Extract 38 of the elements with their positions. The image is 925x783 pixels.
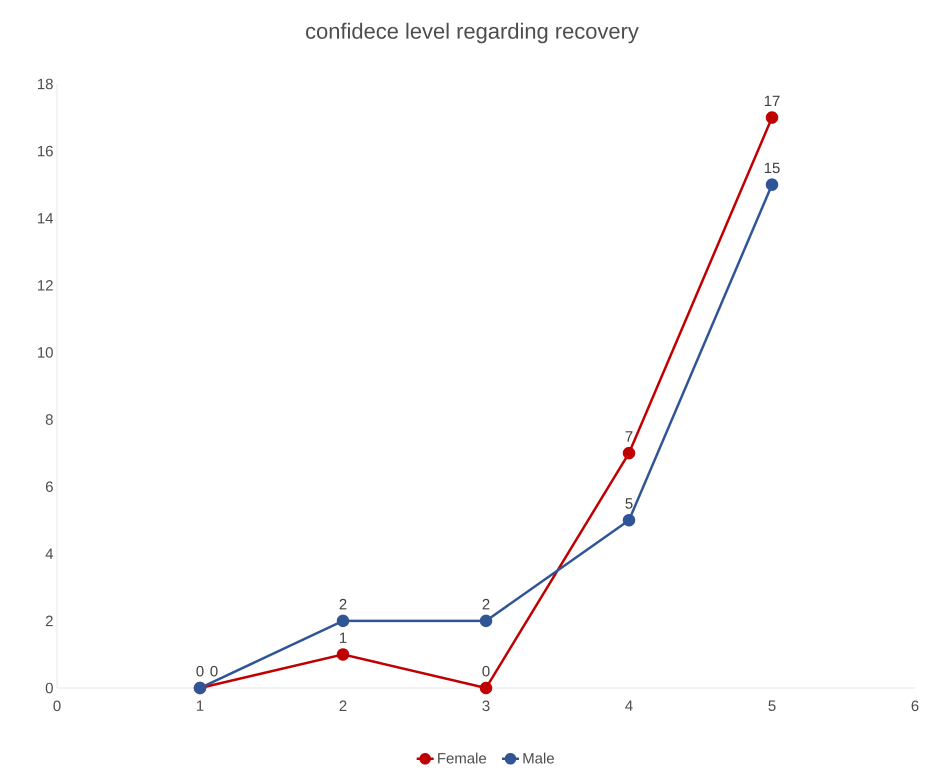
- data-label: 2: [340, 598, 346, 610]
- y-tick-label: 18: [38, 78, 53, 90]
- point: [622, 514, 636, 526]
- data-label: 15: [764, 162, 780, 174]
- y-tick-label: 0: [46, 682, 53, 694]
- y-tick-label: 6: [46, 481, 53, 492]
- point: [766, 178, 778, 191]
- point: [766, 111, 778, 124]
- y-tick-label: 4: [46, 548, 54, 559]
- x-tick-label: 5: [768, 700, 776, 711]
- data-label: 1: [340, 632, 346, 643]
- y-tick-label: 16: [38, 146, 53, 156]
- y-tick-label: 8: [46, 414, 53, 425]
- legend-label: Male: [523, 752, 554, 764]
- y-tick-label: 2: [46, 616, 53, 626]
- x-tick-label: 4: [625, 700, 633, 711]
- data-label: 0: [210, 666, 218, 676]
- y-tick-label: 14: [38, 213, 54, 224]
- point: [480, 614, 492, 628]
- x-tick-label: 3: [482, 700, 490, 712]
- data-label: 17: [764, 96, 780, 106]
- y-tick-label: 10: [38, 347, 53, 358]
- chart-title: confidece level regarding recovery: [306, 22, 639, 44]
- legend-label: Female: [438, 752, 486, 764]
- x-tick-label: 6: [912, 700, 919, 712]
- data-label: 5: [625, 498, 633, 509]
- y-tick-label: 12: [38, 280, 53, 291]
- x-tick-label: 1: [196, 700, 204, 711]
- x-tick-label: 0: [53, 700, 61, 712]
- point: [336, 648, 350, 661]
- data-label: 0: [482, 666, 490, 676]
- x-tick-label: 2: [340, 700, 346, 711]
- data-label: 0: [196, 666, 204, 676]
- data-label: 7: [626, 431, 632, 442]
- point: [336, 614, 350, 628]
- point: [622, 446, 636, 460]
- point: [480, 682, 492, 694]
- data-label: 2: [482, 598, 490, 610]
